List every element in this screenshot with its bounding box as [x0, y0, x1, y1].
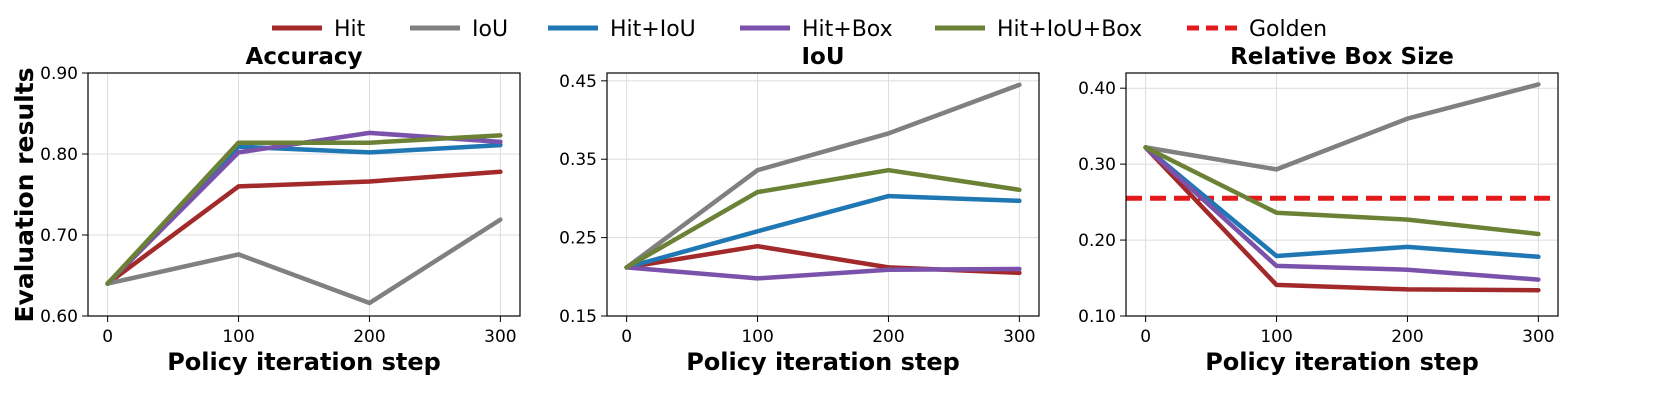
x-tick-label: 100	[741, 327, 773, 347]
y-tick-label: 0.15	[559, 307, 597, 327]
legend-item-hit-box: Hit+Box	[740, 17, 893, 42]
series-line-hit-iou-box	[1143, 145, 1541, 237]
series-line-hit-iou-box	[105, 133, 503, 286]
x-tick-label: 0	[621, 327, 632, 347]
plot-frame	[606, 72, 1040, 317]
y-tick-label: 0.60	[40, 307, 78, 327]
y-tick-label: 0.70	[40, 226, 78, 246]
series-line-hit-iou	[1143, 145, 1541, 260]
y-tick-label: 0.80	[40, 145, 78, 165]
legend-item-hit-iou: Hit+IoU	[548, 17, 696, 42]
chart-panel-relative-box-size: 0 100 200 300 0.10 0.20 0.30 0.40 Relative Box S…	[1078, 44, 1559, 376]
shared-y-axis-label: Evaluation results	[10, 67, 39, 322]
legend-item-golden: Golden	[1187, 17, 1327, 42]
figure-legend: Hit IoU Hit+IoU Hit+Box Hit+IoU+Box Golden	[272, 17, 1327, 42]
x-tick-label: 0	[102, 327, 113, 347]
y-tick-label: 0.90	[40, 64, 78, 84]
x-tick-label: 200	[872, 327, 904, 347]
y-tick-label: 0.35	[559, 150, 597, 170]
series-line-iou	[105, 217, 503, 306]
legend-item-hit-iou-box: Hit+IoU+Box	[935, 17, 1142, 42]
x-tick-label: 300	[1522, 327, 1554, 347]
chart-panels: 0 100 200 300 0.60 0.70 0.80 0.90 Accuracy Policy…	[40, 44, 1559, 376]
chart-panel-accuracy: 0 100 200 300 0.60 0.70 0.80 0.90 Accuracy Policy…	[40, 44, 521, 376]
x-tick-label: 300	[484, 327, 516, 347]
series-line-hit-box	[624, 265, 1022, 281]
legend-label-hit-iou-box: Hit+IoU+Box	[997, 17, 1142, 42]
legend-label-hit-iou: Hit+IoU	[610, 17, 696, 42]
y-tick-label: 0.40	[1078, 79, 1116, 99]
legend-label-iou: IoU	[472, 17, 508, 42]
chart-title: Relative Box Size	[1230, 44, 1454, 70]
legend-label-hit: Hit	[334, 17, 366, 42]
x-tick-label: 0	[1140, 327, 1151, 347]
y-tick-label: 0.25	[559, 229, 597, 249]
x-tick-label: 300	[1003, 327, 1035, 347]
x-tick-label: 100	[1260, 327, 1292, 347]
y-tick-label: 0.20	[1078, 231, 1116, 251]
plot-frame	[1125, 72, 1559, 317]
chart-title: Accuracy	[246, 44, 363, 70]
series-line-hit	[1143, 145, 1541, 293]
series-line-iou	[1143, 82, 1541, 172]
series-line-hit-box	[1143, 145, 1541, 282]
x-axis-label: Policy iteration step	[167, 348, 441, 376]
x-axis-label: Policy iteration step	[686, 348, 960, 376]
y-tick-label: 0.30	[1078, 155, 1116, 175]
legend-label-hit-box: Hit+Box	[802, 17, 893, 42]
x-tick-label: 100	[222, 327, 254, 347]
legend-item-hit: Hit	[272, 17, 366, 42]
series-line-hit-iou	[105, 142, 503, 286]
chart-panel-iou: 0 100 200 300 0.15 0.25 0.35 0.45 IoU Policy iter…	[559, 44, 1040, 376]
y-tick-label: 0.45	[559, 72, 597, 92]
y-tick-label: 0.10	[1078, 307, 1116, 327]
series-line-hit-iou-box	[624, 167, 1022, 270]
series-line-hit-iou	[624, 193, 1022, 270]
series-line-iou	[624, 82, 1022, 270]
series-line-hit	[105, 169, 503, 286]
x-tick-label: 200	[353, 327, 385, 347]
x-axis-label: Policy iteration step	[1205, 348, 1479, 376]
chart-title: IoU	[801, 44, 844, 70]
legend-label-golden: Golden	[1249, 17, 1327, 42]
x-tick-label: 200	[1391, 327, 1423, 347]
series-line-hit-box	[105, 130, 503, 286]
legend-item-iou: IoU	[410, 17, 508, 42]
plot-frame	[87, 72, 521, 317]
